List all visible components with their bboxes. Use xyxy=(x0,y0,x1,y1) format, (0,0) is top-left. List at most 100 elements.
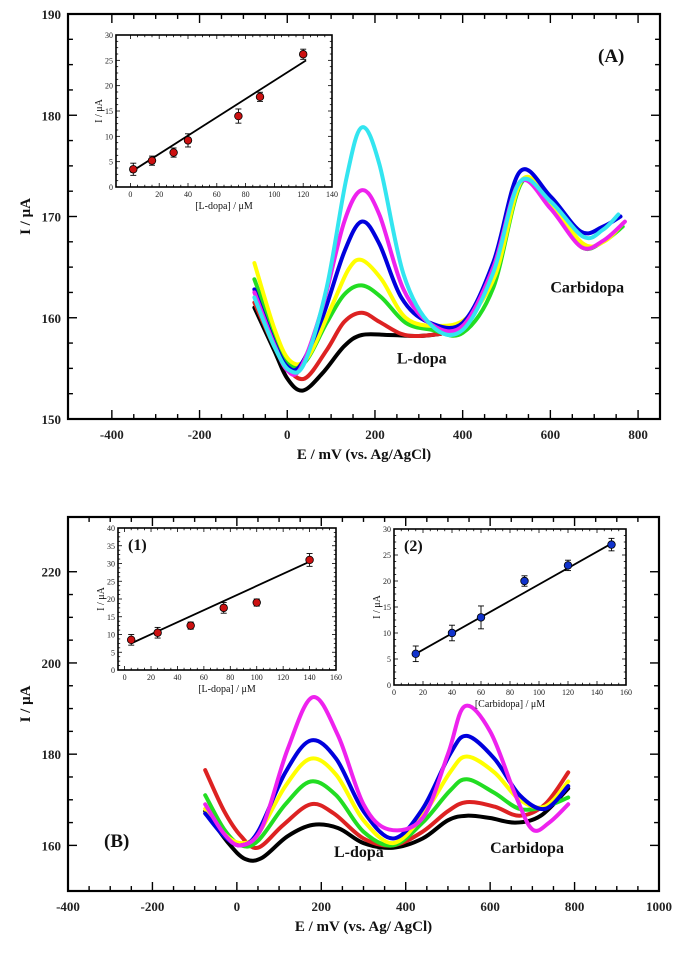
x-tick-label: 120 xyxy=(297,190,309,199)
x-tick-label: 100 xyxy=(268,190,280,199)
series-line-5 xyxy=(203,695,571,848)
x-tick-label: -400 xyxy=(100,427,124,442)
inset-label: (1) xyxy=(128,537,147,554)
x-tick-label: 0 xyxy=(234,899,241,914)
inset-data-point xyxy=(127,635,136,645)
x-tick-label: 60 xyxy=(213,190,221,199)
y-axis-label: I / μA xyxy=(18,685,34,722)
y-tick-label: 180 xyxy=(42,108,62,123)
x-tick-label: -200 xyxy=(141,899,165,914)
y-tick-label: 0 xyxy=(111,666,115,675)
inset-data-point xyxy=(255,92,265,102)
y-tick-label: 15 xyxy=(383,603,391,612)
inset-data-point xyxy=(563,561,573,570)
x-tick-label: 400 xyxy=(396,899,416,914)
y-tick-label: 0 xyxy=(387,681,391,690)
x-tick-label: 40 xyxy=(448,688,456,697)
x-axis-label: E / mV (vs. Ag/AgCl) xyxy=(297,447,431,463)
x-tick-label: 20 xyxy=(147,673,155,682)
x-tick-label: 160 xyxy=(330,673,342,682)
x-tick-label: 600 xyxy=(480,899,500,914)
x-tick-label: 0 xyxy=(284,427,291,442)
y-tick-label: 25 xyxy=(105,56,113,65)
x-tick-label: 140 xyxy=(326,190,338,199)
inset-data-point xyxy=(476,613,486,622)
x-tick-label: 140 xyxy=(591,688,603,697)
x-tick-label: 0 xyxy=(128,190,132,199)
y-tick-label: 20 xyxy=(105,82,113,91)
x-tick-label: 100 xyxy=(533,688,545,697)
inset-fit-line xyxy=(130,560,310,645)
x-tick-label: 60 xyxy=(477,688,485,697)
inset-fit-line xyxy=(415,542,612,655)
y-tick-label: 5 xyxy=(109,158,113,167)
x-tick-label: 800 xyxy=(628,427,648,442)
peak-annotation: L-dopa xyxy=(397,350,447,367)
x-tick-label: 160 xyxy=(620,688,632,697)
peak-annotation: Carbidopa xyxy=(550,279,624,296)
y-tick-label: 30 xyxy=(107,560,115,569)
inset-x-axis-label: [L-dopa] / μM xyxy=(198,684,256,695)
x-tick-label: 100 xyxy=(251,673,263,682)
y-axis-label: I / μA xyxy=(18,198,34,235)
x-tick-label: -200 xyxy=(188,427,212,442)
inset-data-point xyxy=(183,136,193,145)
y-tick-label: 180 xyxy=(42,747,62,762)
inset-data-point xyxy=(153,628,162,637)
x-tick-label: 140 xyxy=(304,673,316,682)
inset-x-axis-label: [Carbidopa] / μM xyxy=(475,699,545,710)
inset-data-point xyxy=(607,540,616,549)
y-tick-label: 160 xyxy=(42,838,62,853)
series-group xyxy=(252,125,627,393)
inset-data-point xyxy=(252,598,261,607)
inset-y-axis-label: I / μA xyxy=(372,594,383,618)
inset-data-point xyxy=(411,649,420,658)
y-tick-label: 40 xyxy=(107,524,115,533)
y-tick-label: 10 xyxy=(107,631,115,640)
x-tick-label: 80 xyxy=(226,673,234,682)
inset-data-point xyxy=(299,50,308,59)
x-tick-label: 0 xyxy=(123,673,127,682)
x-tick-label: 20 xyxy=(155,190,163,199)
inset-data-point xyxy=(520,576,529,586)
x-tick-label: 120 xyxy=(277,673,289,682)
inset-fit-line xyxy=(129,59,307,174)
peak-annotation: L-dopa xyxy=(334,844,384,861)
inset-data-point xyxy=(234,111,243,121)
x-tick-label: 60 xyxy=(200,673,208,682)
x-tick-label: -400 xyxy=(56,899,80,914)
y-tick-label: 220 xyxy=(42,565,62,580)
x-tick-label: 400 xyxy=(453,427,473,442)
y-tick-label: 170 xyxy=(42,210,62,225)
inset-data-point xyxy=(219,603,228,613)
series-line-0 xyxy=(203,786,571,863)
inset-x-axis-label: [L-dopa] / μM xyxy=(195,201,253,212)
x-tick-label: 600 xyxy=(541,427,561,442)
x-tick-label: 200 xyxy=(312,899,332,914)
y-tick-label: 15 xyxy=(105,107,113,116)
y-tick-label: 5 xyxy=(387,655,391,664)
y-tick-label: 0 xyxy=(109,183,113,192)
y-tick-label: 15 xyxy=(107,613,115,622)
x-tick-label: 80 xyxy=(242,190,250,199)
y-tick-label: 10 xyxy=(105,132,113,141)
y-tick-label: 10 xyxy=(383,629,391,638)
inset-data-point xyxy=(186,621,195,630)
series-line-6 xyxy=(252,125,621,375)
inset-data-point xyxy=(129,165,138,174)
panel-label: (B) xyxy=(104,831,129,852)
inset-data-point xyxy=(305,555,314,565)
y-tick-label: 160 xyxy=(42,311,62,326)
inset-data-point xyxy=(447,628,457,638)
y-tick-label: 35 xyxy=(107,542,115,551)
x-tick-label: 20 xyxy=(419,688,427,697)
y-tick-label: 20 xyxy=(107,595,115,604)
x-tick-label: 40 xyxy=(184,190,192,199)
inset-data-point xyxy=(147,156,157,165)
y-tick-label: 200 xyxy=(42,656,62,671)
y-tick-label: 30 xyxy=(105,31,113,40)
y-tick-label: 150 xyxy=(42,412,62,427)
